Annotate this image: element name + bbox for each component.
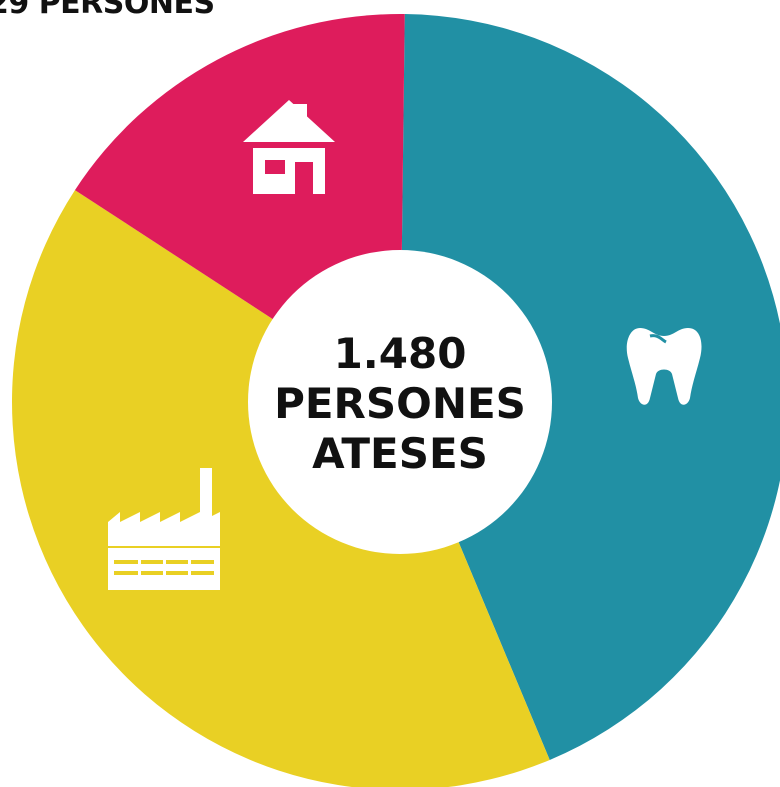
- center-label-line-1: 1.480: [334, 329, 467, 378]
- pie-slice-tooth: [400, 14, 780, 760]
- factory-icon: [108, 468, 220, 590]
- tooth-icon: [626, 328, 702, 405]
- house-icon: [243, 100, 335, 194]
- center-hole: [248, 250, 552, 554]
- center-label-line-2: PERSONES: [274, 379, 526, 428]
- slices-group: [12, 14, 780, 787]
- top-partial-label: 29 PERSONES: [0, 0, 215, 21]
- center-label-line-3: ATESES: [312, 429, 488, 478]
